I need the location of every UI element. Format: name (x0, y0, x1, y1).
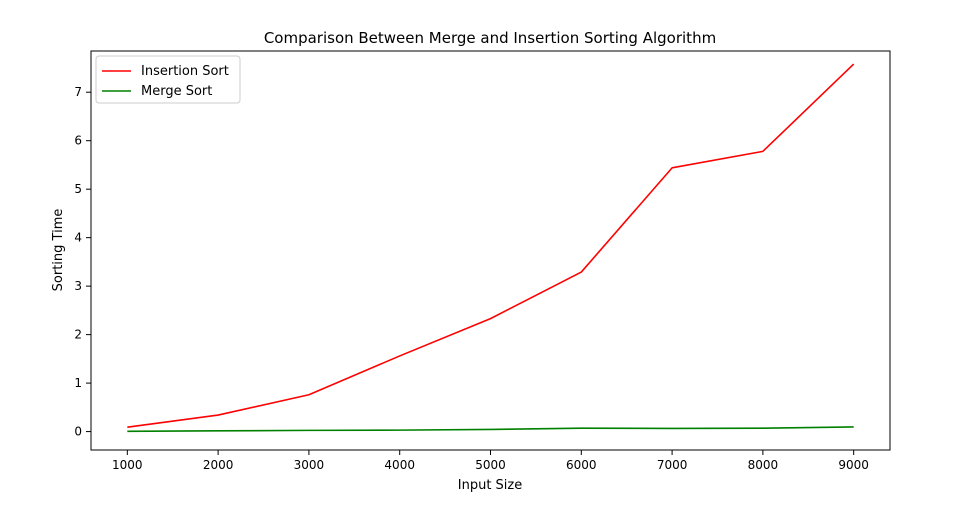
x-axis-label: Input Size (458, 478, 522, 493)
y-tick-label: 4 (74, 231, 82, 245)
legend-box (95, 55, 241, 104)
x-tick-label: 5000 (475, 458, 506, 472)
x-tick-label: 8000 (748, 458, 779, 472)
y-tick-label: 7 (74, 85, 82, 99)
y-axis: 0 1 2 3 4 5 6 7 (74, 85, 91, 439)
y-tick-label: 5 (74, 182, 82, 196)
x-tick-label: 6000 (566, 458, 597, 472)
y-axis-label: Sorting Time (51, 209, 66, 292)
y-tick-label: 1 (74, 376, 82, 390)
y-tick-label: 3 (74, 279, 82, 293)
x-tick-label: 4000 (384, 458, 415, 472)
series-line-insertion-sort (127, 63, 855, 429)
y-tick-label: 6 (74, 134, 82, 148)
x-axis: 1000 2000 3000 4000 5000 6000 7000 8000 9000 (112, 450, 869, 472)
legend: Insertion Sort Merge Sort (95, 55, 241, 104)
x-tick-label: 1000 (112, 458, 143, 472)
legend-label: Merge Sort (141, 84, 212, 99)
x-tick-label: 7000 (657, 458, 688, 472)
y-tick-label: 0 (74, 425, 82, 439)
x-tick-label: 2000 (203, 458, 234, 472)
x-tick-label: 3000 (294, 458, 325, 472)
legend-label: Insertion Sort (141, 64, 229, 79)
plot-area (127, 63, 855, 433)
y-tick-label: 2 (74, 328, 82, 342)
series-line-merge-sort (127, 426, 854, 433)
x-tick-label: 9000 (838, 458, 869, 472)
chart-title: Comparison Between Merge and Insertion S… (264, 29, 716, 47)
